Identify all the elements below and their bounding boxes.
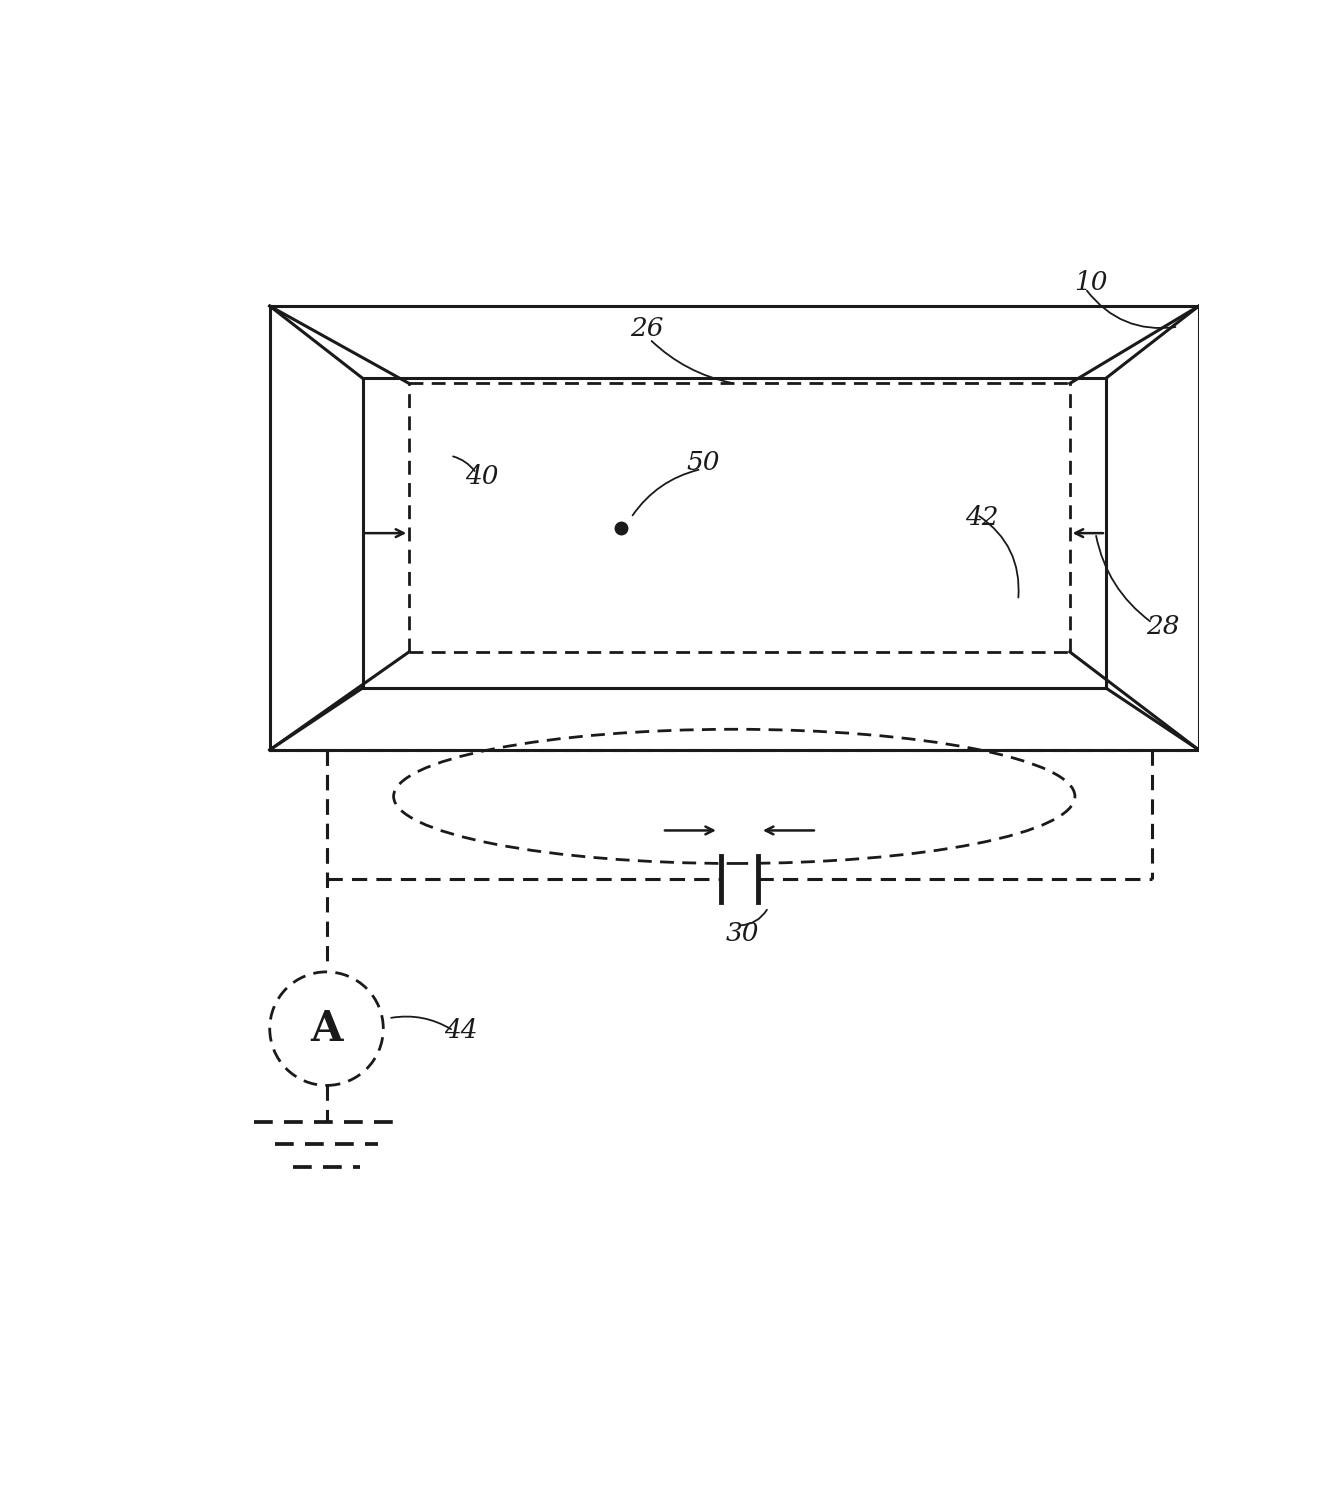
- Text: A: A: [310, 1008, 342, 1050]
- Text: 28: 28: [1146, 613, 1179, 639]
- Text: 30: 30: [726, 921, 759, 946]
- Text: 44: 44: [444, 1019, 477, 1042]
- Text: 10: 10: [1074, 270, 1107, 296]
- Text: 42: 42: [966, 505, 999, 530]
- Text: 26: 26: [630, 316, 663, 342]
- Text: 40: 40: [465, 463, 498, 489]
- Text: 50: 50: [686, 450, 721, 475]
